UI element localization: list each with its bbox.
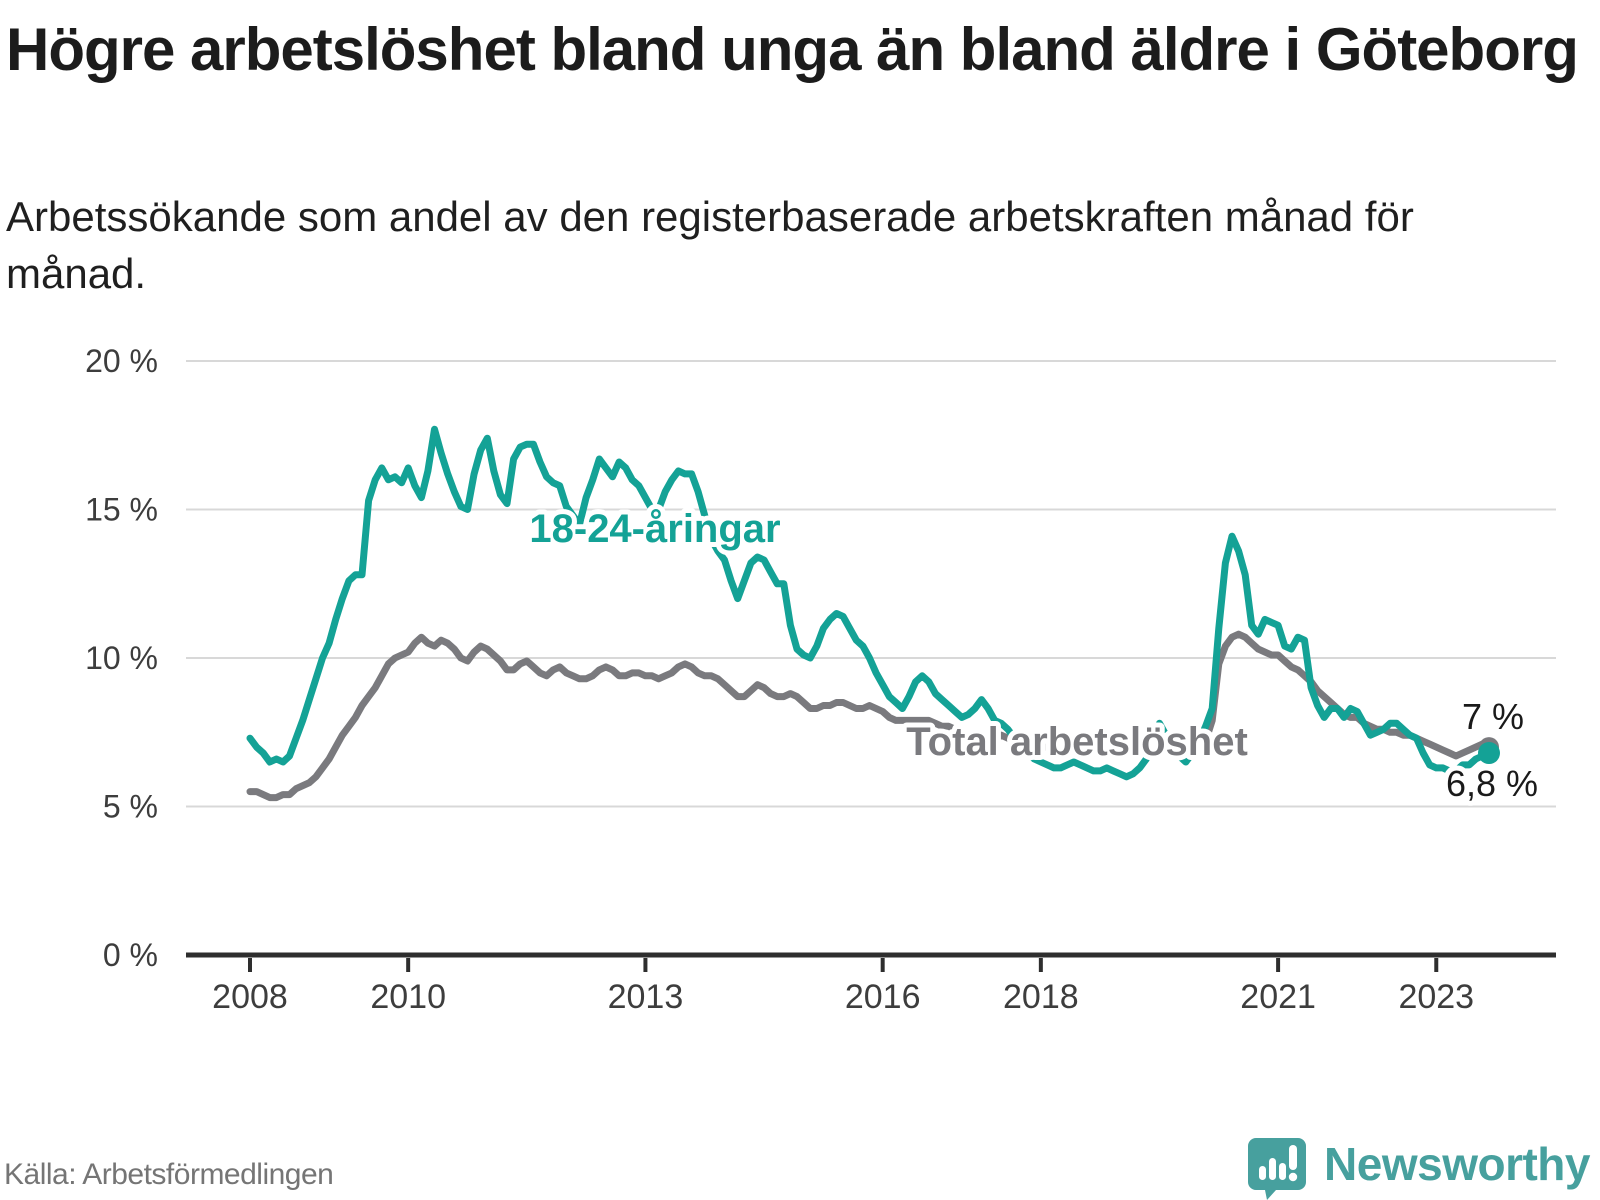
logo-bar-1 bbox=[1259, 1166, 1267, 1180]
series-end-value-1: 6,8 % bbox=[1446, 763, 1538, 804]
series-end-value-0: 7 % bbox=[1462, 696, 1524, 737]
y-axis-label-5: 5 % bbox=[103, 789, 158, 825]
page-title: Högre arbetslöshet bland unga än bland ä… bbox=[6, 16, 1579, 83]
series-line-1 bbox=[246, 425, 1493, 781]
logo-bubble bbox=[1248, 1138, 1307, 1200]
newsworthy-logo: Newsworthy bbox=[1248, 1128, 1590, 1200]
x-axis-label-2010: 2010 bbox=[370, 978, 446, 1016]
logo-exclamation-dot bbox=[1288, 1172, 1298, 1182]
series-end-dot-1 bbox=[1477, 742, 1500, 765]
series-line-0 bbox=[246, 630, 1493, 802]
page-subtitle: Arbetssökande som andel av den registerb… bbox=[6, 193, 1414, 297]
y-axis-label-20: 20 % bbox=[85, 343, 158, 379]
logo-exclamation-bar bbox=[1289, 1145, 1298, 1170]
series-label-1: 18-24-åringar bbox=[529, 507, 780, 551]
y-axis-label-0: 0 % bbox=[103, 937, 158, 973]
newsworthy-logo-icon bbox=[1248, 1138, 1307, 1200]
newsworthy-logo-text: Newsworthy bbox=[1324, 1138, 1590, 1190]
y-axis-label-10: 10 % bbox=[85, 640, 158, 676]
x-axis-label-2016: 2016 bbox=[845, 978, 921, 1016]
x-axis-label-2021: 2021 bbox=[1240, 978, 1316, 1016]
logo-bar-3 bbox=[1279, 1163, 1287, 1180]
y-axis-label-15: 15 % bbox=[85, 492, 158, 528]
x-axis-label-2018: 2018 bbox=[1003, 978, 1079, 1016]
series-label-0: Total arbetslöshet bbox=[906, 720, 1248, 764]
source-note: Källa: Arbetsförmedlingen bbox=[4, 1158, 334, 1191]
x-axis-label-2023: 2023 bbox=[1398, 978, 1474, 1016]
x-axis-label-2008: 2008 bbox=[212, 978, 288, 1016]
x-axis-label-2013: 2013 bbox=[608, 978, 684, 1016]
logo-bar-2 bbox=[1269, 1158, 1277, 1180]
